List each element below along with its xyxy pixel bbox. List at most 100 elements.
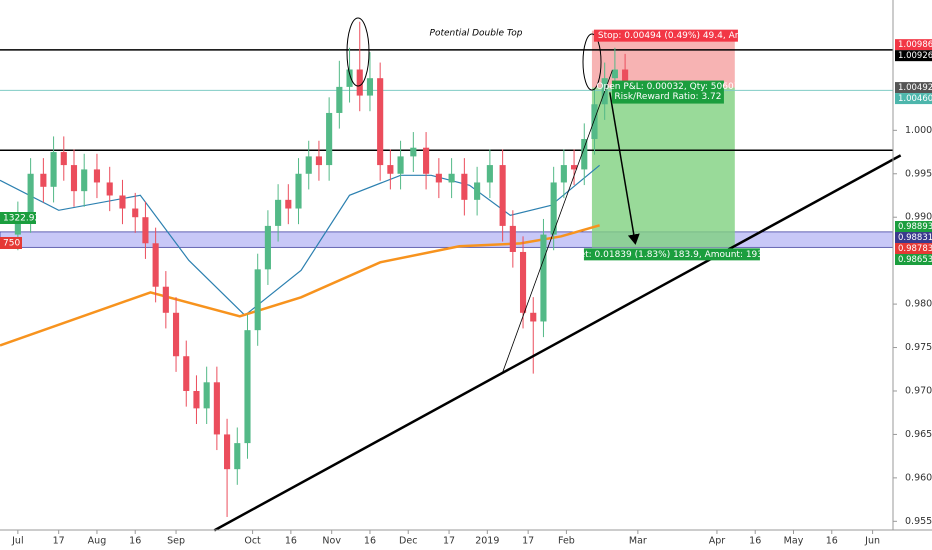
candle-body [326,112,333,166]
left-label: 1322.92 [3,214,40,224]
candle-body [14,217,21,235]
candle-body [611,69,618,79]
pnl-label: Open P&L: 0.00032, Qty: 50607 [596,82,739,92]
x-tick-label: Aug [88,536,107,547]
candle-body [106,182,113,196]
x-tick-label: May [784,536,804,547]
candle-body [305,156,312,174]
left-label-box [0,237,22,249]
candle-body [244,330,251,444]
x-tick-label: 16 [749,536,761,547]
candle-body [213,382,220,435]
arrow [609,92,640,245]
candle-body [540,234,547,322]
candle-body [27,173,34,218]
candle-body [193,390,200,409]
candle-body [486,165,493,183]
x-tick-label: 17 [53,536,65,547]
candle-body [530,312,537,322]
price-tag [895,232,932,244]
annotation-ellipse [346,17,370,87]
candle-body [295,173,302,209]
plot-area [0,21,902,532]
y-tick-label: 0.97000 [905,385,932,396]
candle-body [387,165,394,174]
price-tag-label: 0.98783 [898,244,932,254]
candle-body [377,78,384,166]
price-tag-label: 1.00460 [898,94,932,104]
x-tick-label: 16 [129,536,141,547]
stop-label-box [593,29,738,42]
support-band [0,231,894,248]
x-tick-label: 2019 [475,536,499,547]
price-tag-label: 0.98831 [898,233,932,243]
candle-body [315,156,322,166]
target-label-box [583,248,760,261]
candle-body [203,382,210,409]
moving-average [0,224,600,347]
x-tick-label: 17 [522,536,534,547]
candle-body [519,251,527,313]
candle-body [50,152,57,187]
candle-body [622,69,629,88]
y-tick-label: 0.99500 [905,168,932,179]
candle-body [40,173,47,187]
price-tag-label: 1.00926 [898,51,932,61]
candle-body [474,182,481,200]
candle-body [509,225,516,252]
candle-body [275,199,282,226]
left-label: 750 [3,239,20,249]
chart-title: Potential Double Top [430,29,523,39]
target-label: Target: 0.01839 (1.83%) 183.9, Amount: 1… [560,250,784,260]
candle-body [234,443,241,470]
candle-body [346,69,353,87]
candle-body [410,147,417,157]
candle-body [461,173,468,200]
x-tick-label: Feb [558,536,575,547]
candle-body [499,165,506,226]
candle-body [264,225,271,270]
x-tick-label: 16 [285,536,297,547]
candle-body [550,182,557,235]
candle-body [571,165,578,170]
y-tick-label: 0.95500 [905,516,932,527]
x-tick-label: Jul [11,536,23,547]
candle-body [423,147,430,174]
x-tick-label: Sep [167,536,185,547]
moving-average [0,164,600,317]
price-tag [895,221,932,233]
y-tick-label: 0.99000 [905,212,932,223]
x-tick-label: 17 [443,536,455,547]
y-tick-label: 1.00000 [905,125,932,136]
candle-body [285,199,292,209]
x-tick-label: Jun [864,536,880,547]
x-tick-label: Nov [322,536,341,547]
x-tick-label: Oct [244,536,261,547]
left-label-box [0,212,36,224]
candle-body [142,217,149,244]
x-tick-label: Apr [709,536,726,547]
candle-body [336,86,343,113]
candle-body [70,165,78,192]
x-tick-label: 16 [826,536,838,547]
price-tag [895,254,932,266]
x-tick-label: Dec [399,536,417,547]
y-tick-label: 0.98000 [905,299,932,310]
price-tag-label: 0.98653 [898,255,932,265]
pnl-label-box [611,80,724,104]
candle-body [366,78,374,96]
price-tag [895,243,932,255]
y-tick-label: 0.96500 [905,429,932,440]
target-zone [591,87,735,248]
candle-body [152,243,159,287]
price-tag [895,50,932,62]
annotation-ellipse [582,33,602,91]
candle-body [397,156,404,174]
candle-body [435,173,442,183]
candle-body [119,195,126,209]
price-tag-label: 0.98893 [898,222,932,232]
price-tag-label: 1.00986 [898,40,932,50]
candle-body [81,169,88,192]
